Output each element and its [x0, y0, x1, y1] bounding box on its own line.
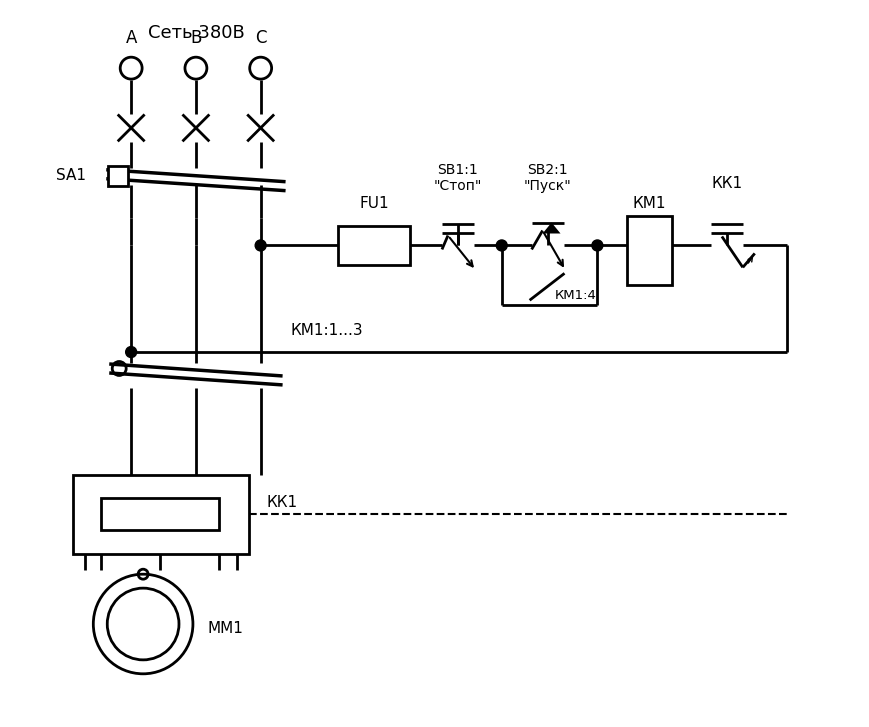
Bar — [338, 225, 410, 265]
Text: FU1: FU1 — [360, 196, 389, 211]
Text: Сеть 380В: Сеть 380В — [148, 24, 244, 42]
Bar — [73, 475, 249, 554]
Bar — [109, 166, 128, 185]
Text: КМ1: КМ1 — [633, 196, 667, 211]
Circle shape — [496, 240, 507, 251]
Circle shape — [592, 240, 603, 251]
Text: SA1: SA1 — [56, 168, 86, 183]
Circle shape — [255, 240, 266, 251]
Bar — [102, 499, 219, 531]
Text: КК1: КК1 — [712, 176, 742, 191]
Polygon shape — [542, 222, 561, 233]
Text: C: C — [255, 29, 267, 47]
Text: КМ1:4: КМ1:4 — [554, 289, 596, 302]
Text: SB2:1
"Пуск": SB2:1 "Пуск" — [524, 163, 572, 193]
Text: КК1: КК1 — [267, 495, 298, 510]
Text: ММ1: ММ1 — [208, 622, 243, 636]
Text: КМ1:1...3: КМ1:1...3 — [290, 323, 363, 337]
Text: SB1:1
"Стоп": SB1:1 "Стоп" — [434, 163, 482, 193]
Text: B: B — [190, 29, 202, 47]
Bar — [627, 216, 672, 285]
Circle shape — [126, 347, 136, 358]
Text: A: A — [125, 29, 136, 47]
